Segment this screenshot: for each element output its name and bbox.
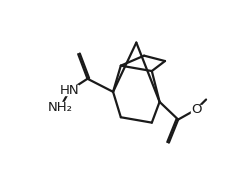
Text: NH₂: NH₂ [48, 101, 73, 114]
FancyBboxPatch shape [61, 85, 78, 95]
Text: O: O [191, 103, 201, 116]
Text: HN: HN [60, 84, 79, 97]
FancyBboxPatch shape [191, 105, 201, 114]
FancyBboxPatch shape [50, 102, 70, 112]
